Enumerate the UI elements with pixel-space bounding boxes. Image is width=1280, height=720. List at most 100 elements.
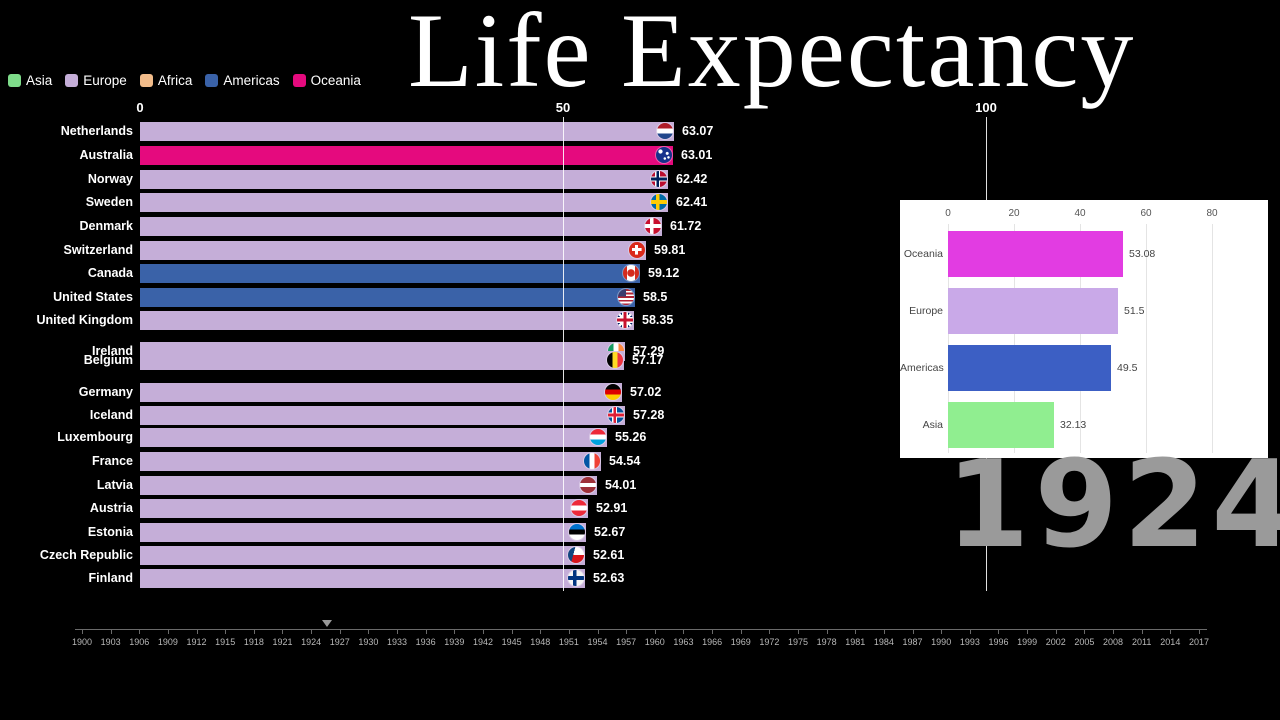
legend: Asia Europe Africa Americas Oceania — [8, 73, 361, 88]
timeline-tick — [1084, 630, 1086, 634]
bar-row: Iceland 57.28 — [0, 406, 1280, 425]
timeline-year-label: 1900 — [71, 637, 93, 647]
bar-value: 61.72 — [670, 219, 702, 233]
timeline-year-label: 1984 — [873, 637, 894, 647]
inset-gridline — [1014, 224, 1015, 453]
country-label: United States — [53, 290, 133, 304]
country-label: United Kingdom — [36, 313, 133, 327]
legend-item[interactable]: Africa — [139, 73, 193, 88]
cz-flag-icon — [568, 547, 584, 563]
timeline-year-label: 1951 — [558, 637, 579, 647]
timeline-year-label: 1933 — [387, 637, 408, 647]
timeline-year-label: 1945 — [501, 637, 522, 647]
country-label: Germany — [78, 385, 133, 399]
continent-inset-chart: 0 20 40 60 80 Oceania 53.08 Europe 51.5 Americas… — [900, 200, 1268, 458]
timeline-year-label: 1975 — [787, 637, 809, 647]
us-flag-icon — [618, 289, 634, 305]
inset-bar-row: Oceania 53.08 — [900, 231, 1268, 277]
chart-title: Life Expectancy — [408, 0, 1136, 109]
legend-item[interactable]: Americas — [205, 73, 280, 88]
bar-value: 62.41 — [676, 195, 708, 209]
timeline-tick — [654, 630, 656, 634]
inset-x-axis-tick-label: 80 — [1206, 208, 1218, 219]
timeline-tick — [110, 630, 112, 634]
timeline-year-label: 1960 — [644, 637, 665, 647]
timeline-year-label: 2014 — [1160, 637, 1181, 647]
timeline-year-label: 1972 — [759, 637, 780, 647]
country-label: Czech Republic — [39, 548, 133, 562]
nl-flag-icon — [657, 123, 673, 139]
inset-bar — [948, 345, 1111, 391]
bar — [140, 146, 673, 165]
timeline-tick — [1027, 630, 1029, 634]
timeline-year-label: 1966 — [702, 637, 723, 647]
timeline-tick — [167, 630, 169, 634]
timeline-tick — [969, 630, 971, 634]
dk-flag-icon — [645, 218, 661, 234]
timeline-year-label: 1987 — [902, 637, 923, 647]
timeline-year-label: 1921 — [272, 637, 293, 647]
x-axis: 0 50 100 — [0, 100, 1280, 116]
timeline-tick — [253, 630, 255, 634]
inset-bar-row: Americas 49.5 — [900, 345, 1268, 391]
bar — [140, 428, 607, 447]
gb-flag-icon — [617, 312, 633, 328]
country-label: Australia — [79, 148, 134, 162]
lu-flag-icon — [590, 429, 606, 445]
bar-row: France 54.54 — [0, 452, 1280, 471]
legend-item[interactable]: Asia — [8, 73, 52, 88]
legend-item[interactable]: Oceania — [292, 73, 361, 88]
timeline-handle[interactable] — [321, 620, 332, 627]
inset-bar — [948, 288, 1118, 334]
bar — [140, 170, 668, 189]
timeline-year-label: 1903 — [100, 637, 121, 647]
fi-flag-icon — [568, 570, 584, 586]
bar-value: 52.61 — [593, 548, 625, 562]
timeline-tick — [912, 630, 914, 634]
bar-row: Czech Republic 52.61 — [0, 546, 1280, 565]
timeline-tick — [225, 630, 227, 634]
bar — [140, 122, 674, 141]
timeline-year-label: 1978 — [816, 637, 837, 647]
legend-item[interactable]: Europe — [65, 73, 127, 88]
inset-gridline — [1080, 224, 1081, 453]
bar-row: United Kingdom 58.35 — [0, 311, 1280, 330]
legend-label: Africa — [157, 73, 193, 88]
bar — [140, 351, 624, 370]
inset-category-label: Americas — [900, 362, 944, 374]
bar-value: 58.5 — [643, 290, 668, 304]
timeline-year-label: 2008 — [1103, 637, 1124, 647]
inset-gridline — [1146, 224, 1147, 453]
timeline-tick — [855, 630, 857, 634]
timeline-year-label: 1981 — [845, 637, 866, 647]
legend-label: Asia — [26, 73, 53, 88]
bar — [140, 193, 668, 212]
no-flag-icon — [651, 171, 667, 187]
timeline-year-label: 1927 — [329, 637, 350, 647]
timeline-year-label: 2005 — [1074, 637, 1095, 647]
timeline-year-label: 1999 — [1017, 637, 1038, 647]
inset-category-label: Asia — [922, 419, 943, 431]
x-axis-tick-label: 100 — [975, 100, 997, 115]
timeline-tick — [511, 630, 513, 634]
be-flag-icon — [607, 352, 623, 368]
country-label: France — [92, 454, 133, 468]
inset-category-label: Oceania — [903, 248, 943, 260]
country-label: Canada — [87, 266, 133, 280]
timeline-axis-line — [75, 629, 1207, 630]
timeline-year-label: 1990 — [931, 637, 952, 647]
bar-value: 52.67 — [594, 525, 626, 539]
inset-bar-value: 51.5 — [1124, 305, 1145, 317]
timeline-year-label: 1936 — [415, 637, 436, 647]
country-label: Finland — [88, 571, 133, 585]
timeline-year-label: 2011 — [1131, 637, 1152, 647]
bar-value: 57.17 — [632, 353, 664, 367]
legend-label: Europe — [83, 73, 127, 88]
is-flag-icon — [608, 407, 624, 423]
legend-swatch-icon — [292, 74, 306, 87]
country-label: Estonia — [87, 525, 133, 539]
legend-label: Americas — [223, 73, 280, 88]
bar — [140, 476, 597, 495]
timeline[interactable]: 1900 1903 1906 1909 1912 1915 1918 1921 1924 1927… — [71, 620, 1209, 663]
